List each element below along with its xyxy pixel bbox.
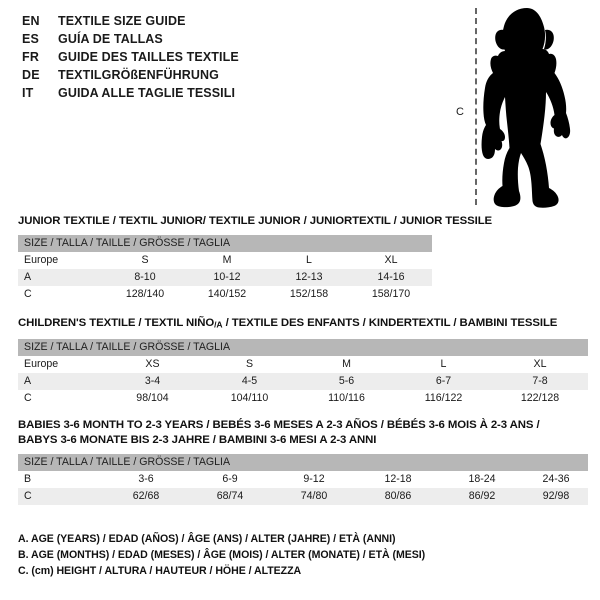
- cell: L: [268, 252, 350, 269]
- table-row: C 62/68 68/74 74/80 80/86 86/92 92/98: [18, 488, 588, 505]
- language-row: FR GUIDE DES TAILLES TEXTILE: [22, 50, 442, 68]
- language-title-en: TEXTILE SIZE GUIDE: [58, 14, 186, 28]
- children-size-table: SIZE / TALLA / TAILLE / GRÖSSE / TAGLIA …: [18, 338, 588, 407]
- cell: 3-4: [104, 372, 201, 390]
- table-row: C 128/140 140/152 152/158 158/170: [18, 286, 432, 303]
- table-row: C 98/104 104/110 110/116 116/122 122/128: [18, 389, 588, 407]
- language-code-fr: FR: [22, 50, 40, 64]
- children-textile-section: CHILDREN'S TEXTILE / TEXTIL NIÑO/A / TEX…: [18, 316, 588, 407]
- language-row: EN TEXTILE SIZE GUIDE: [22, 14, 442, 32]
- row-label: Europe: [18, 355, 104, 373]
- cell: 128/140: [104, 286, 186, 303]
- cell: M: [186, 252, 268, 269]
- toddler-silhouette-icon: [481, 8, 571, 208]
- junior-section-title: JUNIOR TEXTILE / TEXTIL JUNIOR/ TEXTILE …: [18, 215, 493, 227]
- language-code-de: DE: [22, 68, 40, 82]
- junior-band-label: SIZE / TALLA / TAILLE / GRÖSSE / TAGLIA: [18, 235, 432, 252]
- cell: 12-18: [356, 471, 440, 488]
- cell: M: [298, 355, 395, 373]
- cell: 116/122: [395, 389, 492, 407]
- cell: 24-36: [524, 471, 588, 488]
- cell: 4-5: [201, 372, 298, 390]
- language-title-it: GUIDA ALLE TAGLIE TESSILI: [58, 86, 236, 100]
- cell: 92/98: [524, 488, 588, 505]
- cell: 7-8: [492, 372, 588, 390]
- children-title-subscript: /A: [214, 319, 223, 330]
- babies-section-title-line1: BABIES 3-6 MONTH TO 2-3 YEARS / BEBÉS 3-…: [18, 419, 540, 431]
- height-measure-label: C: [456, 106, 464, 118]
- cell: 140/152: [186, 286, 268, 303]
- language-row: IT GUIDA ALLE TAGLIE TESSILI: [22, 86, 442, 104]
- junior-size-table: SIZE / TALLA / TAILLE / GRÖSSE / TAGLIA …: [18, 235, 432, 303]
- cell: 3-6: [104, 471, 188, 488]
- cell: 6-9: [188, 471, 272, 488]
- row-label: C: [18, 286, 104, 303]
- row-label: B: [18, 471, 104, 488]
- cell: 5-6: [298, 372, 395, 390]
- junior-textile-section: JUNIOR TEXTILE / TEXTIL JUNIOR/ TEXTILE …: [18, 214, 492, 303]
- cell: 12-13: [268, 269, 350, 286]
- legend-line-a: A. AGE (YEARS) / EDAD (AÑOS) / ÂGE (ANS)…: [18, 533, 396, 545]
- cell: S: [104, 252, 186, 269]
- measurement-legend: A. AGE (YEARS) / EDAD (AÑOS) / ÂGE (ANS)…: [18, 531, 425, 579]
- legend-line-b: B. AGE (MONTHS) / EDAD (MESES) / ÂGE (MO…: [18, 549, 426, 561]
- table-band-row: SIZE / TALLA / TAILLE / GRÖSSE / TAGLIA: [18, 454, 588, 471]
- cell: XS: [104, 355, 201, 373]
- row-label: A: [18, 372, 104, 390]
- language-code-it: IT: [22, 86, 34, 100]
- cell: 152/158: [268, 286, 350, 303]
- table-band-row: SIZE / TALLA / TAILLE / GRÖSSE / TAGLIA: [18, 338, 588, 356]
- cell: S: [201, 355, 298, 373]
- babies-size-table: SIZE / TALLA / TAILLE / GRÖSSE / TAGLIA …: [18, 454, 588, 505]
- children-band-label: SIZE / TALLA / TAILLE / GRÖSSE / TAGLIA: [18, 338, 588, 356]
- language-row: ES GUÍA DE TALLAS: [22, 32, 442, 50]
- children-section-title: CHILDREN'S TEXTILE / TEXTIL NIÑO/A / TEX…: [18, 316, 588, 333]
- cell: 74/80: [272, 488, 356, 505]
- table-row: A 8-10 10-12 12-13 14-16: [18, 269, 432, 286]
- babies-section-title-line2: BABYS 3-6 MONATE BIS 2-3 JAHRE / BAMBINI…: [18, 434, 377, 446]
- height-illustration: C: [450, 0, 600, 212]
- table-row: B 3-6 6-9 9-12 12-18 18-24 24-36: [18, 471, 588, 488]
- cell: XL: [350, 252, 432, 269]
- cell: 68/74: [188, 488, 272, 505]
- row-label: A: [18, 269, 104, 286]
- cell: 104/110: [201, 389, 298, 407]
- cell: XL: [492, 355, 588, 373]
- language-code-es: ES: [22, 32, 40, 46]
- cell: 122/128: [492, 389, 588, 407]
- language-title-fr: GUIDE DES TAILLES TEXTILE: [58, 50, 239, 64]
- cell: 62/68: [104, 488, 188, 505]
- cell: 10-12: [186, 269, 268, 286]
- babies-textile-section: BABIES 3-6 MONTH TO 2-3 YEARS / BEBÉS 3-…: [18, 418, 588, 505]
- cell: 98/104: [104, 389, 201, 407]
- table-band-row: SIZE / TALLA / TAILLE / GRÖSSE / TAGLIA: [18, 235, 432, 252]
- table-row: A 3-4 4-5 5-6 6-7 7-8: [18, 372, 588, 390]
- language-row: DE TEXTILGRÖßENFÜHRUNG: [22, 68, 442, 86]
- cell: 18-24: [440, 471, 524, 488]
- row-label: C: [18, 389, 104, 407]
- language-title-de: TEXTILGRÖßENFÜHRUNG: [58, 68, 219, 82]
- children-title-part2: / TEXTILE DES ENFANTS / KINDERTEXTIL / B…: [222, 317, 558, 329]
- cell: 86/92: [440, 488, 524, 505]
- babies-band-label: SIZE / TALLA / TAILLE / GRÖSSE / TAGLIA: [18, 454, 588, 471]
- cell: 80/86: [356, 488, 440, 505]
- row-label: Europe: [18, 252, 104, 269]
- language-title-es: GUÍA DE TALLAS: [58, 32, 163, 46]
- table-row: Europe XS S M L XL: [18, 355, 588, 373]
- cell: 110/116: [298, 389, 395, 407]
- cell: 8-10: [104, 269, 186, 286]
- row-label: C: [18, 488, 104, 505]
- language-title-block: EN TEXTILE SIZE GUIDE ES GUÍA DE TALLAS …: [22, 14, 442, 104]
- cell: L: [395, 355, 492, 373]
- cell: 9-12: [272, 471, 356, 488]
- height-measure-dashed-line: [475, 8, 477, 205]
- cell: 158/170: [350, 286, 432, 303]
- cell: 6-7: [395, 372, 492, 390]
- cell: 14-16: [350, 269, 432, 286]
- children-title-part1: CHILDREN'S TEXTILE / TEXTIL NIÑO: [18, 317, 215, 329]
- legend-line-c: C. (cm) HEIGHT / ALTURA / HAUTEUR / HÖHE…: [18, 565, 302, 577]
- language-code-en: EN: [22, 14, 40, 28]
- table-row: Europe S M L XL: [18, 252, 432, 269]
